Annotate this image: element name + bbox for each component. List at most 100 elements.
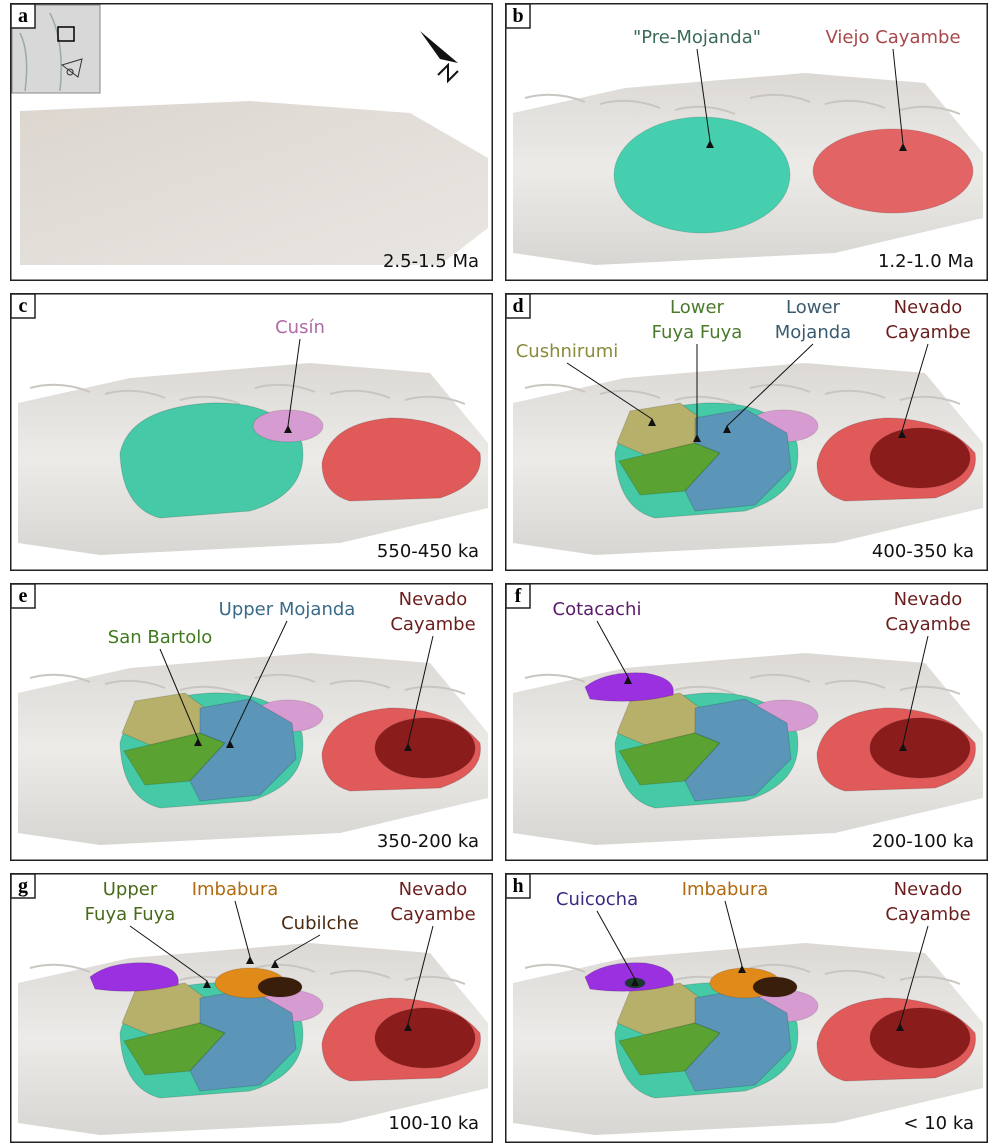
terrain-ridge bbox=[824, 679, 886, 689]
terrain-ridge bbox=[749, 963, 811, 973]
label-marker bbox=[738, 965, 746, 973]
label-marker bbox=[271, 960, 279, 968]
label-marker bbox=[898, 430, 906, 438]
panel-letter: e bbox=[19, 585, 28, 607]
panel-letter: a bbox=[18, 5, 28, 27]
label-pointer bbox=[596, 620, 629, 678]
age-label: 350-200 ka bbox=[377, 831, 479, 852]
label-pointer bbox=[566, 362, 653, 420]
terrain-ridge bbox=[254, 383, 316, 393]
terrain-ridge bbox=[524, 383, 586, 393]
panel-letter: g bbox=[18, 875, 28, 897]
label-marker bbox=[723, 425, 731, 433]
panel: d 400-350 ka Cushnirumi Lower Fuya Fuya Lower… bbox=[505, 293, 988, 571]
age-label: 100-10 ka bbox=[388, 1113, 479, 1134]
volcano-nevado-cayambe bbox=[374, 1007, 476, 1069]
volcano-label: Imbabura bbox=[682, 879, 769, 900]
terrain-ridge bbox=[329, 969, 391, 979]
label-pointer bbox=[892, 48, 904, 145]
label-marker bbox=[648, 418, 656, 426]
volcano-label: Mojanda bbox=[775, 322, 851, 343]
volcano-label: Cuicocha bbox=[556, 889, 638, 910]
volcano-lower-mojanda bbox=[684, 698, 792, 802]
inset-box bbox=[57, 26, 75, 42]
terrain-ridge bbox=[404, 395, 466, 405]
label-pointer bbox=[596, 910, 636, 980]
label-marker bbox=[693, 434, 701, 442]
age-label: 400-350 ka bbox=[872, 541, 974, 562]
terrain-ridge bbox=[824, 99, 886, 109]
label-marker bbox=[194, 738, 202, 746]
panel: g 100-10 ka Upper Fuya Fuya ImbaburaCubilche… bbox=[10, 873, 493, 1143]
volcano-label: Lower bbox=[786, 297, 841, 318]
terrain-ridge bbox=[674, 685, 736, 695]
label-pointer bbox=[229, 620, 288, 742]
label-pointer bbox=[274, 934, 321, 962]
terrain-ridge bbox=[524, 93, 586, 103]
terrain-ridge bbox=[749, 383, 811, 393]
volcano-lower-mojanda bbox=[189, 698, 297, 802]
volcano-label: Upper Mojanda bbox=[219, 599, 356, 620]
volcano-label: Nevado bbox=[399, 879, 468, 900]
volcano-label: Cushnirumi bbox=[516, 341, 619, 362]
panel-letter: h bbox=[512, 875, 523, 897]
age-label: < 10 ka bbox=[903, 1113, 974, 1134]
panel: e 350-200 ka San Bartolo Upper Mojanda Nevad… bbox=[10, 583, 493, 861]
volcano-viejo-cayambe bbox=[812, 128, 974, 214]
panel-letter: b bbox=[512, 5, 523, 27]
volcano-label: Nevado bbox=[894, 589, 963, 610]
label-pointer bbox=[724, 900, 743, 967]
volcano-label: Cusín bbox=[275, 317, 325, 338]
volcano-label: Imbabura bbox=[192, 879, 279, 900]
label-pointer bbox=[287, 338, 301, 427]
terrain-ridge bbox=[899, 395, 961, 405]
label-marker bbox=[631, 978, 639, 986]
label-marker bbox=[203, 980, 211, 988]
volcano-cubilche bbox=[257, 976, 303, 998]
volcano-label: Cotacachi bbox=[553, 599, 642, 620]
terrain-ridge bbox=[29, 383, 91, 393]
volcano-nevado-cayambe bbox=[869, 1007, 971, 1069]
terrain-ridge bbox=[524, 673, 586, 683]
label-pointer bbox=[407, 635, 434, 745]
volcano-label: Upper bbox=[103, 879, 158, 900]
inset-eye bbox=[60, 58, 83, 78]
north-n bbox=[437, 62, 459, 84]
panel: a 2.5-1.5 Ma bbox=[10, 3, 493, 281]
volcano-label: Fuya Fuya bbox=[652, 322, 743, 343]
panel-letter: d bbox=[512, 295, 523, 317]
panel-letter-box bbox=[505, 873, 531, 899]
terrain-ridge bbox=[524, 963, 586, 973]
panel-letter-box bbox=[10, 873, 36, 899]
label-marker bbox=[284, 425, 292, 433]
label-pointer bbox=[407, 925, 434, 1025]
label-pointer bbox=[234, 900, 251, 958]
volcano-cubilche bbox=[752, 976, 798, 998]
volcano-lower-mojanda bbox=[684, 408, 792, 512]
age-label: 550-450 ka bbox=[377, 541, 479, 562]
label-pointer bbox=[159, 648, 199, 740]
volcano-lower-mojanda bbox=[189, 988, 297, 1092]
volcano-label: Viejo Cayambe bbox=[825, 27, 960, 48]
panel-letter-box bbox=[10, 583, 36, 609]
terrain-ridge bbox=[824, 969, 886, 979]
terrain-ridge bbox=[179, 685, 241, 695]
label-pointer bbox=[902, 635, 929, 745]
terrain-ridge bbox=[179, 395, 241, 405]
age-label: 2.5-1.5 Ma bbox=[383, 251, 479, 272]
volcano-label: Nevado bbox=[399, 589, 468, 610]
volcano-label: Nevado bbox=[894, 297, 963, 318]
volcano-cotacachi bbox=[584, 672, 674, 702]
label-marker bbox=[404, 743, 412, 751]
terrain-ridge bbox=[104, 389, 166, 399]
volcano-label: "Pre-Mojanda" bbox=[633, 27, 761, 48]
panel: b 1.2-1.0 Ma "Pre-Mojanda" Viejo Cayambe bbox=[505, 3, 988, 281]
label-marker bbox=[226, 740, 234, 748]
panel: h < 10 ka Cuicocha Imbabura Nevado Cayambe bbox=[505, 873, 988, 1143]
volcano-label: Cayambe bbox=[885, 614, 970, 635]
volcano-label: Fuya Fuya bbox=[85, 904, 176, 925]
volcano-label: Cayambe bbox=[885, 904, 970, 925]
volcano-cotacachi bbox=[89, 962, 179, 992]
terrain-ridge bbox=[29, 963, 91, 973]
